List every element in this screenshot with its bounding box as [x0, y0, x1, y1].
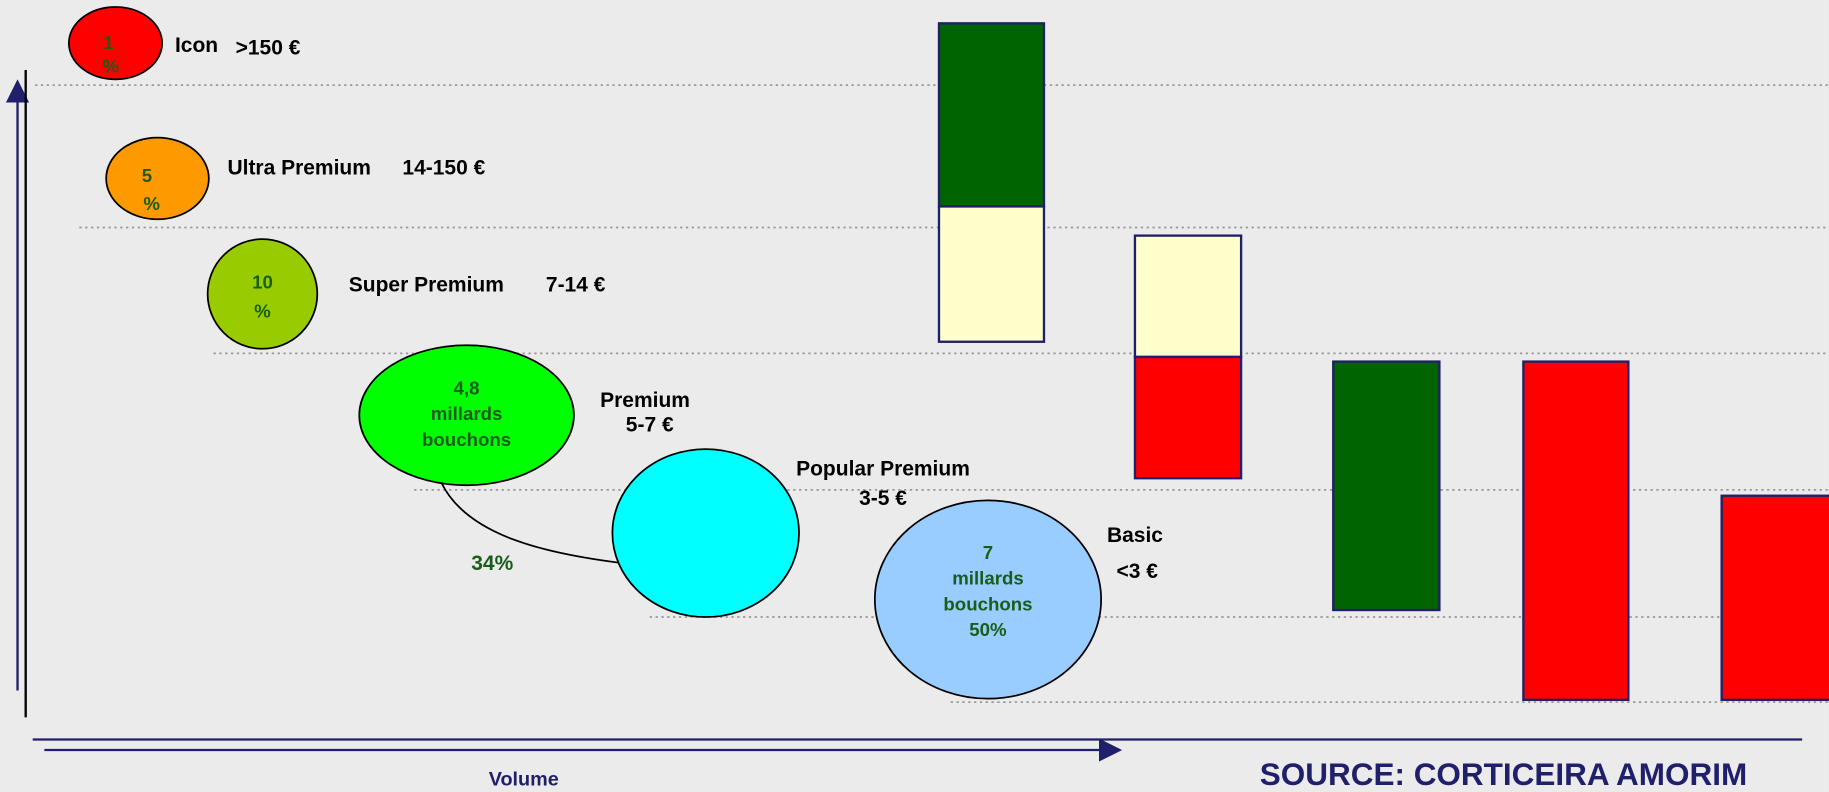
circle-text: 50% [969, 619, 1007, 640]
circles [67, 6, 1103, 700]
segment-price: >150 € [236, 37, 301, 60]
connector [440, 481, 625, 565]
circle-text: millards [431, 403, 503, 424]
annotation: 34% [471, 552, 513, 575]
segment-name: Icon [175, 34, 218, 57]
circle-text: millards [952, 568, 1024, 589]
segment-price: 5-7 € [626, 413, 674, 436]
x-axis-label: Volume [489, 769, 559, 791]
segment-price: 3-5 € [859, 487, 907, 510]
circle-text: % [143, 193, 160, 214]
segment-name: Super Premium [349, 273, 504, 296]
circle-text: bouchons [422, 429, 511, 450]
circle-text: 1 [103, 32, 113, 53]
segment-price: 7-14 € [546, 273, 606, 296]
source: SOURCE: CORTICEIRA AMORIM [1260, 756, 1747, 792]
bars [937, 22, 1829, 702]
segment-name: Ultra Premium [227, 157, 370, 180]
axes [5, 69, 1803, 762]
circle-text: 10 [252, 271, 273, 292]
circle-text: % [103, 56, 120, 77]
segment-name: Basic [1107, 524, 1163, 547]
segment-price: 14-150 € [402, 157, 485, 180]
circle-text: 4,8 [454, 378, 480, 399]
circle-text: % [254, 301, 271, 322]
circle-text: bouchons [943, 593, 1032, 614]
circle-text: 5 [142, 165, 152, 186]
segment-price: <3 € [1117, 560, 1159, 583]
segment-name: Popular Premium [796, 458, 970, 481]
segment-labels: Icon >150 € Ultra Premium 14-150 € Super… [175, 34, 1163, 583]
circle-texts: 1 % 5 % 10 % 4,8 millards bouchons 7 mil… [103, 32, 1033, 640]
segment-name: Premium [600, 389, 690, 412]
circle-text: 7 [983, 542, 993, 563]
